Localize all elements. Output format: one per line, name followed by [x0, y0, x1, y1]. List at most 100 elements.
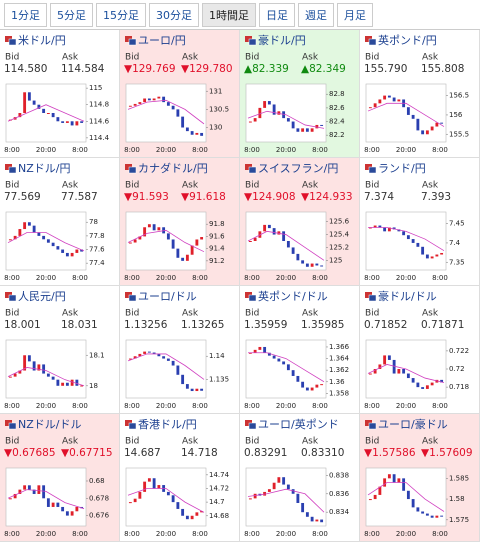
ask-label: Ask [62, 309, 79, 319]
rate-panel[interactable]: 人民元/円 Bid Ask 18.001 18.031 18.1 18 8:00 20:00 8:… [0, 286, 120, 414]
y-tick-label: 1.36 [329, 378, 345, 386]
candle [152, 478, 156, 489]
candle [272, 482, 276, 490]
y-tick-label: 156 [449, 111, 463, 119]
x-tick-label: 20:00 [156, 402, 176, 410]
candle [368, 227, 372, 229]
candle [46, 498, 50, 507]
candle [248, 498, 252, 500]
candle [305, 128, 309, 132]
candle [383, 355, 387, 365]
rate-panel[interactable]: ユーロ/豪ドル Bid Ask ▼1.57586 ▼1.57609 1.585 1.58 1.… [360, 414, 480, 542]
pair-title: 米ドル/円 [18, 34, 66, 47]
candle [190, 131, 194, 135]
rate-panel[interactable]: 豪ドル/円 Bid Ask ▲82.339 ▲82.349 82.8 82.6 82.4 82.… [240, 30, 360, 158]
rate-panel[interactable]: ユーロ/円 Bid Ask ▼129.769 ▼129.780 131 130.5 130 8:… [120, 30, 240, 158]
tab[interactable]: 15分足 [96, 2, 146, 27]
candle [320, 384, 324, 386]
candle [32, 489, 36, 494]
rate-panel[interactable]: スイスフラン/円 Bid Ask ▼124.908 ▼124.933 125.6 125.4… [240, 158, 360, 286]
rate-panel[interactable]: カナダドル/円 Bid Ask ▼91.593 ▼91.618 91.8 91.6 91.4 9… [120, 158, 240, 286]
x-tick-label: 20:00 [276, 402, 296, 410]
panel-canvas: NZドル/ドル Bid Ask ▼0.67685 ▼0.67715 0.68 0.678 0.… [4, 418, 113, 538]
candle [75, 506, 79, 512]
candle [176, 109, 180, 117]
y-tick-label: 14.72 [209, 484, 229, 492]
candle [310, 128, 314, 132]
candle [286, 118, 290, 122]
candle [291, 489, 295, 494]
x-tick-label: 8:00 [124, 402, 140, 410]
tab[interactable]: 1分足 [4, 2, 47, 27]
candle [46, 239, 50, 243]
candle [416, 507, 420, 512]
candle [383, 478, 387, 487]
ask-label: Ask [182, 53, 199, 63]
chart-area [245, 339, 327, 399]
candle [75, 249, 79, 253]
flag-icon [365, 36, 372, 42]
tab[interactable]: 5分足 [50, 2, 93, 27]
rate-panel[interactable]: ユーロ/ドル Bid Ask 1.13256 1.13265 1.14 1.135 8:00 2… [120, 286, 240, 414]
candle [143, 227, 147, 237]
candle [200, 388, 204, 391]
y-tick-label: 0.678 [89, 494, 109, 502]
candle [291, 370, 295, 376]
candle [56, 117, 60, 122]
rate-panel[interactable]: 英ポンド/円 Bid Ask 155.790 155.808 156.5 156 155.5 8… [360, 30, 480, 158]
rate-panel[interactable]: ユーロ/英ポンド Bid Ask 0.83291 0.83310 0.838 0.836 0.… [240, 414, 360, 542]
flag-icon [245, 36, 252, 42]
tab[interactable]: 日足 [259, 2, 295, 27]
candle [267, 224, 271, 229]
y-tick-label: 0.718 [449, 383, 469, 391]
tab[interactable]: 1時間足 [202, 2, 256, 27]
bid-value: 7.374 [364, 191, 394, 203]
pair-title: ユーロ/英ポンド [258, 417, 339, 431]
tab[interactable]: 月足 [337, 2, 373, 27]
candle [166, 491, 170, 496]
tab[interactable]: 週足 [298, 2, 334, 27]
bid-value: ▼124.908 [244, 191, 296, 203]
y-tick-label: 1.362 [329, 366, 349, 374]
bid-value: ▼129.769 [124, 63, 176, 75]
candle [181, 116, 185, 128]
candle [185, 254, 189, 261]
candle [272, 104, 276, 115]
candle [70, 252, 74, 257]
candle [310, 516, 314, 522]
candle [315, 263, 319, 266]
rate-panel[interactable]: 豪ドル/ドル Bid Ask 0.71852 0.71871 0.722 0.72 0.718… [360, 286, 480, 414]
candle [51, 502, 55, 507]
candle [440, 379, 444, 383]
candle [23, 222, 27, 230]
y-tick-label: 1.135 [209, 375, 229, 383]
candle [286, 241, 290, 248]
rate-panel[interactable]: 英ポンド/ドル Bid Ask 1.35959 1.35985 1.366 1.364 1.3… [240, 286, 360, 414]
x-tick-label: 8:00 [432, 530, 448, 538]
rate-panel[interactable]: NZドル/ドル Bid Ask ▼0.67685 ▼0.67715 0.68 0.678 0.… [0, 414, 120, 542]
tab[interactable]: 30分足 [149, 2, 199, 27]
bid-label: Bid [125, 53, 139, 63]
flag-icon [245, 420, 252, 426]
candle [406, 107, 410, 115]
candle [425, 385, 429, 389]
candle [171, 105, 175, 110]
rate-panel[interactable]: NZドル/円 Bid Ask 77.569 77.587 78 77.8 77.6 77.4 8:… [0, 158, 120, 286]
rate-panel[interactable]: 米ドル/円 Bid Ask 114.580 114.584 115 114.8 114.6 11… [0, 30, 120, 158]
candle [75, 379, 79, 386]
candle [70, 511, 74, 516]
candle [166, 102, 170, 106]
ask-value: ▼129.780 [181, 63, 233, 75]
x-tick-label: 8:00 [192, 274, 208, 282]
candle [162, 96, 166, 103]
x-tick-label: 20:00 [276, 530, 296, 538]
candle [291, 121, 295, 129]
pair-title: カナダドル/円 [138, 161, 208, 175]
rate-panel[interactable]: 香港ドル/円 Bid Ask 14.687 14.718 14.74 14.72 14.7 14… [120, 414, 240, 542]
candle [70, 379, 74, 386]
bid-value: ▼0.67685 [4, 447, 56, 459]
panel-canvas: 人民元/円 Bid Ask 18.001 18.031 18.1 18 8:00 20:00 8:… [4, 290, 105, 410]
rate-panel[interactable]: ランド/円 Bid Ask 7.374 7.393 7.45 7.4 7.35 8:00 20:0… [360, 158, 480, 286]
candle [32, 225, 36, 233]
